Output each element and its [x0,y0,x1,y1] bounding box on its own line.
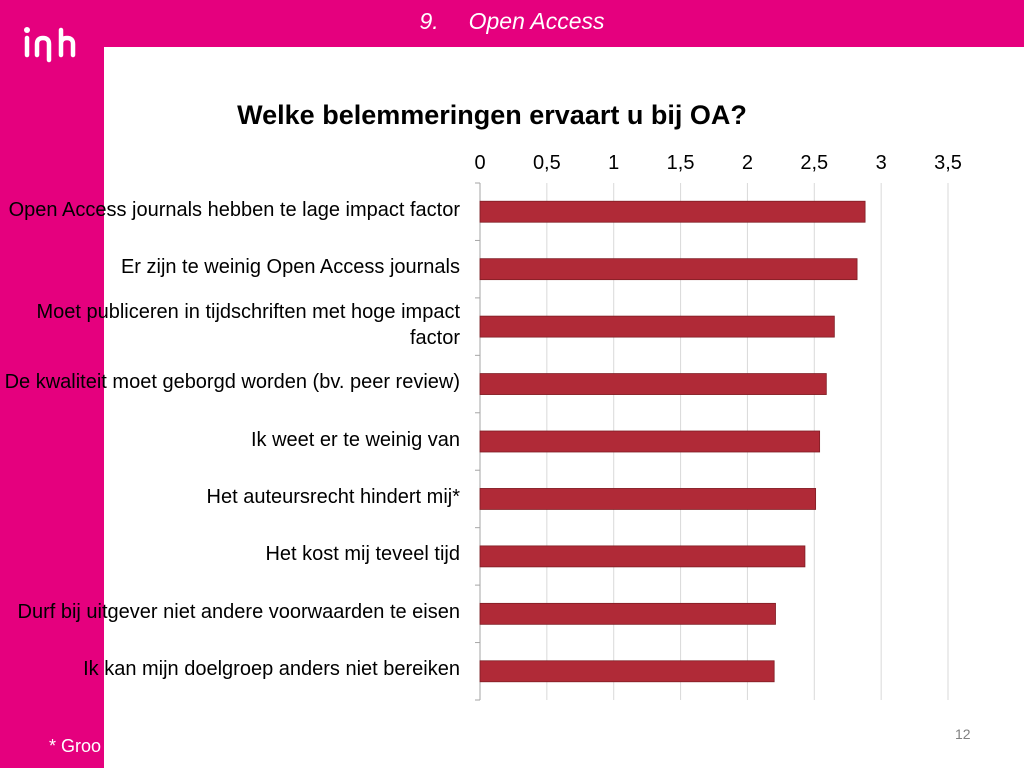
category-label: De kwaliteit moet geborgd worden (bv. pe… [4,371,460,394]
bar-1 [479,200,866,223]
x-tick-label: 1 [608,152,619,174]
category-label: Moet publiceren in tijdschriften met hog… [36,300,460,349]
x-tick-label: 3 [876,152,887,174]
category-label: Durf bij uitgever niet andere voorwaarde… [17,600,460,623]
page-number: 12 [955,726,971,742]
x-tick-label: 0 [474,152,485,174]
bar-8 [479,602,776,625]
bar-4 [479,373,827,395]
category-label: Het kost mij teveel tijd [265,543,460,566]
x-tick-label: 1,5 [667,152,695,174]
footnote: * Groo [49,736,102,756]
x-tick-label: 3,5 [934,152,962,174]
bar-5 [479,430,821,453]
category-label: Ik kan mijn doelgroep anders niet bereik… [83,658,460,681]
bar-7 [479,545,806,568]
inholland-logo-icon [24,27,76,63]
x-tick-label: 2 [742,152,753,174]
slide-header: 9. Open Access [0,8,1024,35]
chart-title: Welke belemmeringen ervaart u bij OA? [237,100,747,130]
x-tick-label: 0,5 [533,152,561,174]
bar-6 [479,488,817,510]
header-band [0,0,1024,47]
category-label: Ik weet er te weinig van [251,428,460,451]
category-label: Het auteursrecht hindert mij* [206,485,460,508]
category-label: Open Access journals hebben te lage impa… [8,198,460,221]
sidebar-band [0,0,104,768]
x-tick-label: 2,5 [800,152,828,174]
section-title: Open Access [468,8,605,34]
bar-2 [479,258,858,281]
bar-9 [479,660,775,683]
section-number: 9. [419,8,439,34]
bar-3 [479,315,835,338]
category-label: Er zijn te weinig Open Access journals [120,256,460,279]
